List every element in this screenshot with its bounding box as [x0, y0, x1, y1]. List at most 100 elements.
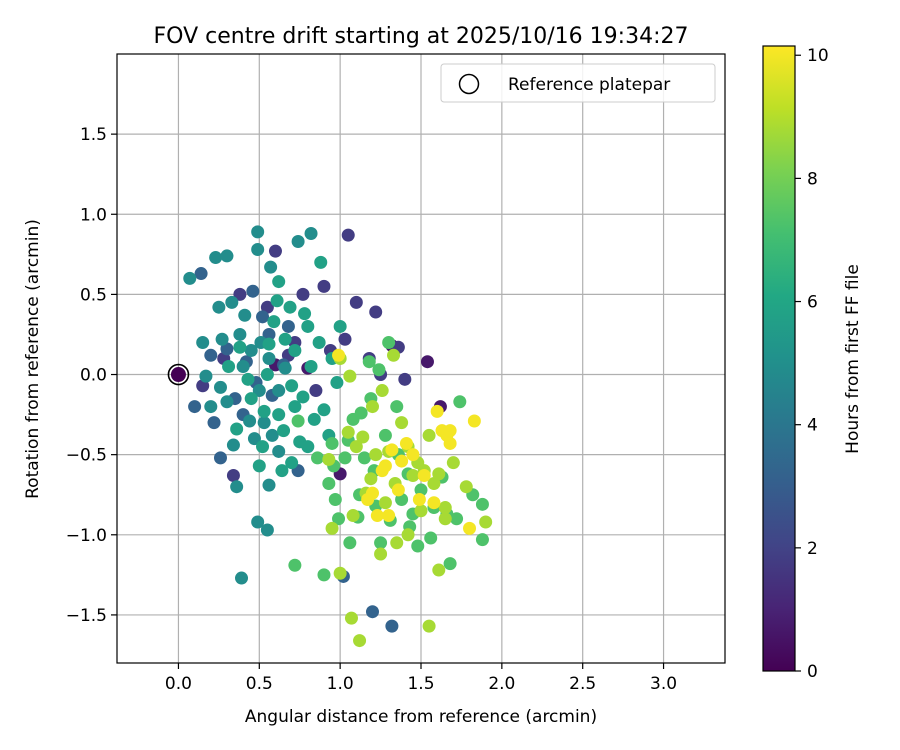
x-tick-label: 2.0 — [488, 674, 515, 694]
data-point — [220, 249, 234, 263]
data-point — [213, 380, 227, 394]
data-point — [291, 414, 305, 428]
data-point — [215, 332, 229, 346]
y-tick-label: 1.5 — [80, 125, 107, 145]
data-point — [199, 369, 213, 383]
y-tick-label: 0.5 — [80, 285, 107, 305]
chart-title: FOV centre drift starting at 2025/10/16 … — [154, 24, 689, 49]
data-point — [196, 335, 210, 349]
data-point — [314, 255, 328, 269]
scatter-points — [171, 225, 493, 648]
data-point — [238, 308, 252, 322]
data-point — [463, 521, 477, 535]
colorbar-label: Hours from first FF file — [843, 264, 863, 454]
data-point — [346, 509, 360, 523]
data-point — [438, 512, 452, 526]
reference-point-ring — [167, 363, 190, 386]
data-point — [467, 414, 481, 428]
data-point — [270, 294, 284, 308]
data-point — [475, 497, 489, 511]
data-point — [220, 342, 234, 356]
data-point — [233, 287, 247, 301]
data-point — [406, 448, 420, 462]
data-point — [251, 225, 265, 239]
data-point — [412, 493, 426, 507]
data-point — [220, 395, 234, 409]
data-point — [378, 459, 392, 473]
data-point — [183, 271, 197, 285]
colorbar-tick-label: 2 — [807, 539, 818, 559]
data-point — [212, 300, 226, 314]
data-point — [365, 400, 379, 414]
data-point — [430, 404, 444, 418]
data-point — [382, 509, 396, 523]
colorbar-tick-label: 4 — [807, 416, 818, 436]
data-point — [398, 372, 412, 386]
data-point — [262, 327, 276, 341]
data-point — [333, 319, 347, 333]
data-point — [285, 379, 299, 393]
data-point — [291, 235, 305, 249]
data-point — [332, 512, 346, 526]
data-point — [272, 444, 286, 458]
data-point — [325, 521, 339, 535]
data-point — [332, 348, 346, 362]
data-point — [399, 436, 413, 450]
data-point — [260, 523, 274, 537]
data-point — [391, 483, 405, 497]
legend: Reference platepar — [440, 63, 716, 103]
y-tick-label: −0.5 — [66, 446, 107, 466]
data-point — [443, 424, 457, 438]
data-point — [262, 478, 276, 492]
data-point — [230, 480, 244, 494]
data-point — [260, 300, 274, 314]
data-point — [188, 400, 202, 414]
data-point — [387, 348, 401, 362]
data-point — [243, 414, 257, 428]
data-point — [420, 355, 434, 369]
data-point — [369, 305, 383, 319]
data-point — [301, 440, 315, 454]
data-point — [307, 412, 321, 426]
data-point — [361, 493, 375, 507]
x-axis-ticks: 0.0 0.5 1.0 1.5 2.0 2.5 3.0 — [165, 663, 677, 694]
data-point — [236, 360, 250, 374]
data-point — [285, 456, 299, 470]
x-tick-label: 1.0 — [327, 674, 354, 694]
data-point — [357, 451, 371, 465]
data-point — [251, 515, 265, 529]
data-point — [432, 467, 446, 481]
data-point — [432, 563, 446, 577]
data-point — [395, 454, 409, 468]
colorbar-ticks: 0 2 4 6 8 10 — [795, 46, 829, 682]
data-point — [278, 332, 292, 346]
data-point — [338, 451, 352, 465]
data-point — [453, 395, 467, 409]
data-point — [341, 425, 355, 439]
data-point — [369, 448, 383, 462]
data-point — [283, 300, 297, 314]
data-point — [317, 568, 331, 582]
data-point — [312, 335, 326, 349]
data-point — [417, 468, 431, 482]
data-point — [372, 363, 386, 377]
x-tick-label: 3.0 — [650, 674, 677, 694]
data-point — [213, 451, 227, 465]
data-point — [427, 477, 441, 491]
reference-point — [170, 367, 186, 383]
data-point — [375, 384, 389, 398]
data-point — [244, 392, 258, 406]
data-point — [194, 267, 208, 281]
data-point — [296, 390, 310, 404]
data-point — [272, 275, 286, 289]
data-point — [382, 335, 396, 349]
data-point — [414, 483, 428, 497]
data-point — [317, 279, 331, 293]
data-point — [207, 416, 221, 430]
data-point — [288, 343, 302, 357]
data-point — [311, 451, 325, 465]
data-point — [288, 558, 302, 572]
data-point — [438, 501, 452, 515]
data-point — [364, 472, 378, 486]
data-point — [230, 422, 244, 436]
